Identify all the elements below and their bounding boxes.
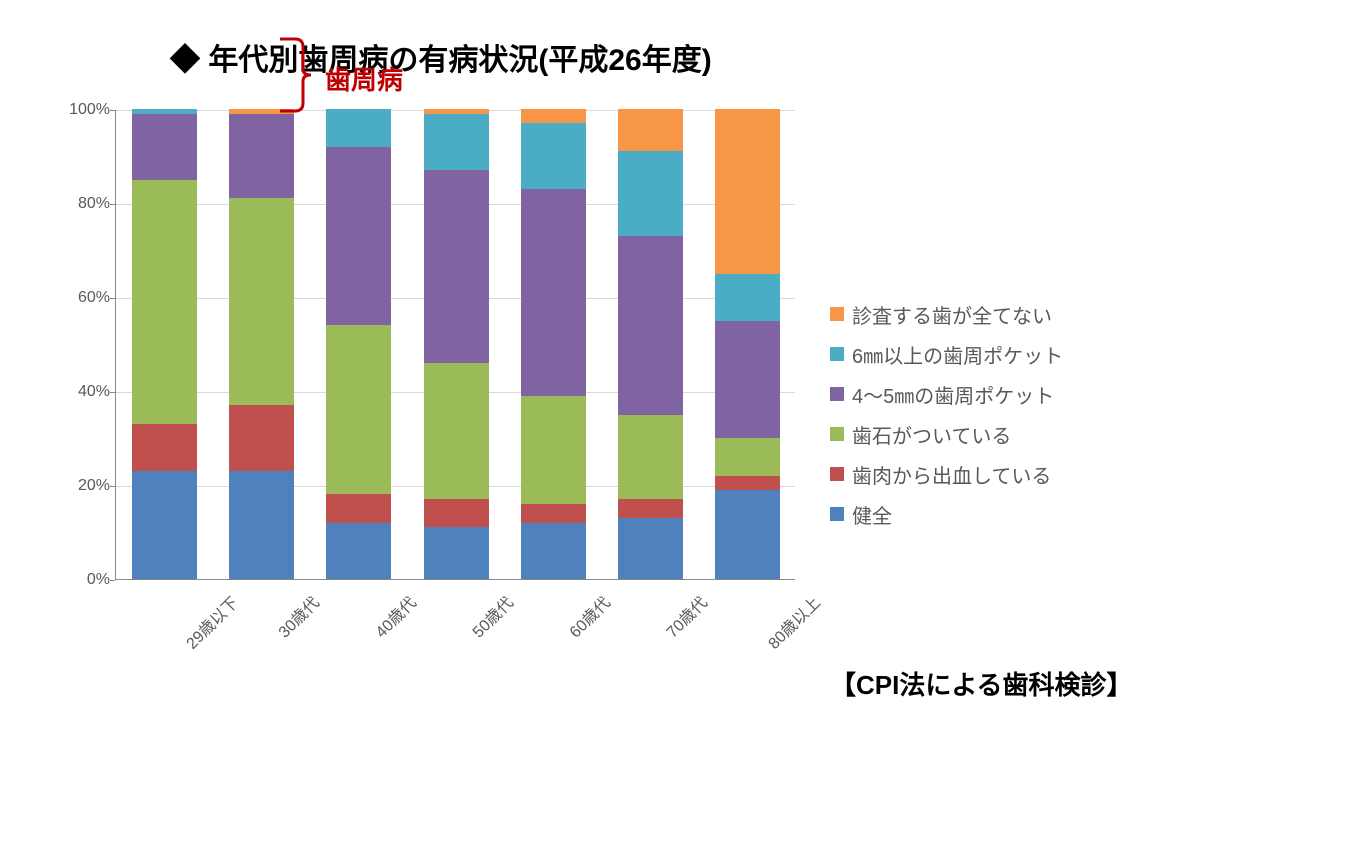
- bar-segment-healthy: [521, 523, 586, 579]
- legend-item-pocket45: 4～5㎜の歯周ポケット: [830, 380, 1063, 408]
- bar-segment-calculus: [424, 363, 489, 499]
- x-tick-label: 70歳代: [660, 590, 712, 642]
- legend-label: 健全: [852, 500, 892, 529]
- bar-segment-noteeth: [715, 109, 780, 274]
- bar-segment-calculus: [715, 438, 780, 476]
- legend-swatch: [830, 387, 844, 401]
- bar-segment-bleeding: [132, 424, 197, 471]
- y-tick-label: 0%: [60, 571, 110, 589]
- bar-group: [618, 110, 683, 579]
- plot-area: [115, 110, 795, 580]
- legend-swatch: [830, 347, 844, 361]
- footnote: 【CPI法による歯科検診】: [830, 665, 1133, 702]
- bar-segment-calculus: [618, 415, 683, 500]
- legend-label: 診査する歯が全てない: [852, 300, 1052, 329]
- bar-segment-noteeth: [618, 109, 683, 151]
- legend-swatch: [830, 467, 844, 481]
- bar-group: [326, 110, 391, 579]
- bar-group: [715, 110, 780, 579]
- bar-segment-noteeth: [521, 109, 586, 123]
- bar-segment-healthy: [132, 471, 197, 579]
- legend-item-pocket6: 6㎜以上の歯周ポケット: [830, 340, 1063, 368]
- chart-area: 0%20%40%60%80%100% 29歳以下30歳代40歳代50歳代60歳代…: [60, 110, 800, 670]
- bar-group: [229, 110, 294, 579]
- legend: 診査する歯が全てない 6㎜以上の歯周ポケット 4～5㎜の歯周ポケット歯石がついている…: [830, 300, 1063, 540]
- bar-segment-healthy: [229, 471, 294, 579]
- legend-swatch: [830, 507, 844, 521]
- x-tick-label: 80歳以上: [762, 590, 826, 654]
- legend-item-noteeth: 診査する歯が全てない: [830, 300, 1063, 328]
- bar-group: [132, 110, 197, 579]
- bar-segment-pocket45: [326, 147, 391, 326]
- bar-segment-bleeding: [521, 504, 586, 523]
- legend-label: 歯肉から出血している: [852, 460, 1051, 489]
- bar-segment-healthy: [326, 523, 391, 579]
- x-tick-label: 40歳代: [368, 590, 420, 642]
- legend-swatch: [830, 427, 844, 441]
- bar-segment-bleeding: [229, 405, 294, 471]
- legend-item-healthy: 健全: [830, 500, 1063, 528]
- bar-segment-pocket45: [715, 321, 780, 439]
- y-tick-label: 20%: [60, 477, 110, 495]
- y-tick-mark: [110, 580, 115, 581]
- bar-segment-healthy: [618, 518, 683, 579]
- legend-label: 6㎜以上の歯周ポケット: [852, 340, 1063, 369]
- bar-segment-noteeth: [424, 109, 489, 114]
- bar-segment-calculus: [132, 180, 197, 424]
- bar-segment-pocket45: [424, 170, 489, 363]
- bar-segment-healthy: [424, 527, 489, 579]
- bar-segment-bleeding: [326, 494, 391, 522]
- bar-segment-healthy: [715, 490, 780, 579]
- bar-segment-pocket45: [132, 114, 197, 180]
- bar-segment-pocket6: [521, 123, 586, 189]
- bar-group: [424, 110, 489, 579]
- bracket-icon: [275, 37, 315, 117]
- bracket-label: 歯周病: [325, 60, 403, 97]
- bar-segment-bleeding: [424, 499, 489, 527]
- x-tick-label: 29歳以下: [179, 590, 243, 654]
- y-tick-label: 40%: [60, 383, 110, 401]
- bar-segment-bleeding: [618, 499, 683, 518]
- bar-segment-bleeding: [715, 476, 780, 490]
- bar-segment-calculus: [326, 325, 391, 494]
- bar-segment-pocket6: [132, 109, 197, 114]
- bar-segment-calculus: [521, 396, 586, 504]
- legend-label: 歯石がついている: [852, 420, 1011, 449]
- y-tick-label: 80%: [60, 195, 110, 213]
- bar-segment-pocket6: [326, 109, 391, 147]
- y-tick-label: 100%: [60, 101, 110, 119]
- x-tick-label: 30歳代: [271, 590, 323, 642]
- x-tick-label: 60歳代: [563, 590, 615, 642]
- x-tick-label: 50歳代: [466, 590, 518, 642]
- bar-segment-pocket45: [229, 114, 294, 199]
- legend-swatch: [830, 307, 844, 321]
- bar-segment-calculus: [229, 198, 294, 405]
- bar-group: [521, 110, 586, 579]
- bar-segment-pocket6: [715, 274, 780, 321]
- legend-item-calculus: 歯石がついている: [830, 420, 1063, 448]
- y-tick-label: 60%: [60, 289, 110, 307]
- bar-segment-pocket45: [618, 236, 683, 415]
- bar-segment-pocket6: [618, 151, 683, 236]
- chart-title: ◆ 年代別歯周病の有病状況(平成26年度): [170, 35, 712, 79]
- legend-label: 4～5㎜の歯周ポケット: [852, 380, 1054, 409]
- legend-item-bleeding: 歯肉から出血している: [830, 460, 1063, 488]
- bar-segment-pocket6: [424, 114, 489, 170]
- bar-segment-pocket45: [521, 189, 586, 396]
